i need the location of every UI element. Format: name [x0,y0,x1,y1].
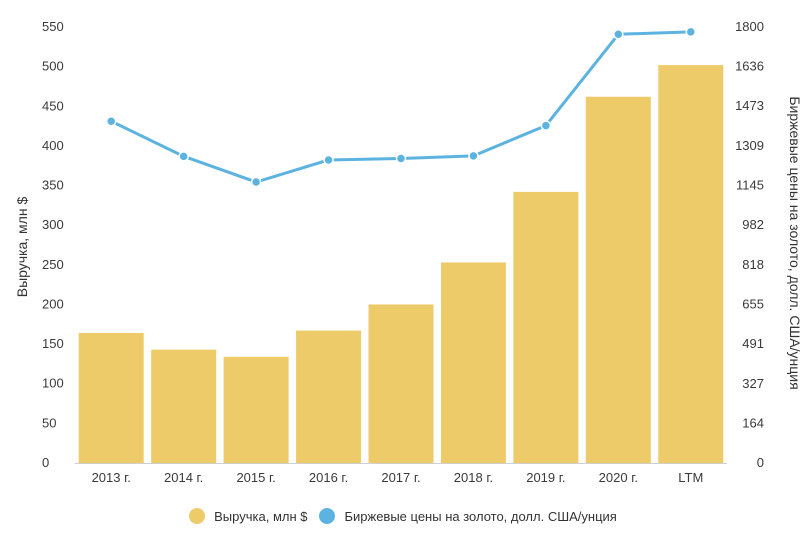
gold-price-point [323,154,334,166]
right-axis-tick-label: 982 [742,217,764,232]
legend-swatch-revenue [189,508,206,524]
x-axis-tick-label: 2017 г. [381,470,420,485]
left-axis-tick-label: 150 [42,336,64,351]
x-axis-tick-label: 2013 г. [92,470,131,485]
gold-price-point [395,153,407,164]
right-axis-tick-label: 164 [742,415,764,430]
right-axis-tick-label: 491 [742,336,764,351]
left-axis-tick-label: 300 [42,217,64,232]
gold-price-point [105,115,117,127]
left-axis-tick-label: 200 [42,296,64,311]
revenue-bar [296,330,362,463]
right-axis-title: Биржевые цены на золото, долл. США/унция [787,96,803,389]
left-axis-tick-label: 0 [42,455,49,470]
gold-price-point [250,176,262,188]
right-axis-tick-label: 818 [742,257,764,272]
left-axis-tick-label: 100 [42,376,64,391]
x-axis-tick-label: 2020 г. [599,470,638,485]
revenue-bar [368,304,434,463]
gold-price-point [685,26,697,38]
gold-price-point [613,29,624,40]
revenue-bar [151,349,217,463]
legend-item-gold-price[interactable]: Биржевые цены на золото, долл. США/унция [319,508,617,524]
revenue-bar [513,191,579,463]
left-y-axis: 0 50 100 150 200 250 300 350 400 450 500 550 [42,19,64,470]
left-axis-tick-label: 550 [42,19,64,34]
legend-label-revenue: Выручка, млн $ [214,508,308,524]
left-axis-tick-label: 50 [42,415,56,430]
revenue-bar [78,332,144,463]
left-axis-tick-label: 450 [42,98,64,113]
left-axis-tick-label: 500 [42,59,64,74]
x-axis-tick-label: 2018 г. [454,470,493,485]
gold-price-line-series [105,26,697,188]
left-axis-tick-label: 400 [42,138,64,153]
revenue-bar [585,96,651,463]
revenue-bar [440,262,506,463]
legend-swatch-gold-price [319,508,336,524]
right-axis-tick-label: 327 [742,376,764,391]
revenue-bar [223,356,289,463]
right-axis-tick-label: 1473 [735,98,764,113]
x-axis-tick-label: 2014 г. [164,470,203,485]
right-axis-tick-label: 1145 [736,178,764,193]
revenue-bars [78,65,724,464]
x-axis-tick-label: 2015 г. [236,470,275,485]
right-axis-tick-label: 1800 [735,19,764,34]
left-axis-title: Выручка, млн $ [14,197,30,298]
x-axis-tick-label: 2019 г. [526,470,565,485]
legend-label-gold-price: Биржевые цены на золото, долл. США/унция [344,508,617,524]
right-axis-tick-label: 0 [757,455,764,470]
chart-legend: Выручка, млн $ Биржевые цены на золото, … [0,508,806,524]
right-axis-tick-label: 655 [742,296,764,311]
x-axis-tick-label: 2016 г. [309,470,348,485]
left-axis-tick-label: 250 [42,257,64,272]
right-axis-tick-label: 1309 [735,138,764,153]
gold-price-point [468,150,479,162]
x-axis-tick-label: LTM [678,470,703,485]
gold-price-point [540,120,552,131]
right-y-axis: 0 164 327 491 655 818 982 1145 1309 1473 1636 1800 [735,19,764,470]
x-axis-ticks: 2013 г. 2014 г. 2015 г. 2016 г. 2017 г. 2018 … [92,470,704,485]
left-axis-tick-label: 350 [42,178,64,193]
right-axis-tick-label: 1636 [735,59,764,74]
legend-item-revenue[interactable]: Выручка, млн $ [189,508,307,524]
revenue-bar [658,65,724,464]
gold-price-point [178,151,189,162]
